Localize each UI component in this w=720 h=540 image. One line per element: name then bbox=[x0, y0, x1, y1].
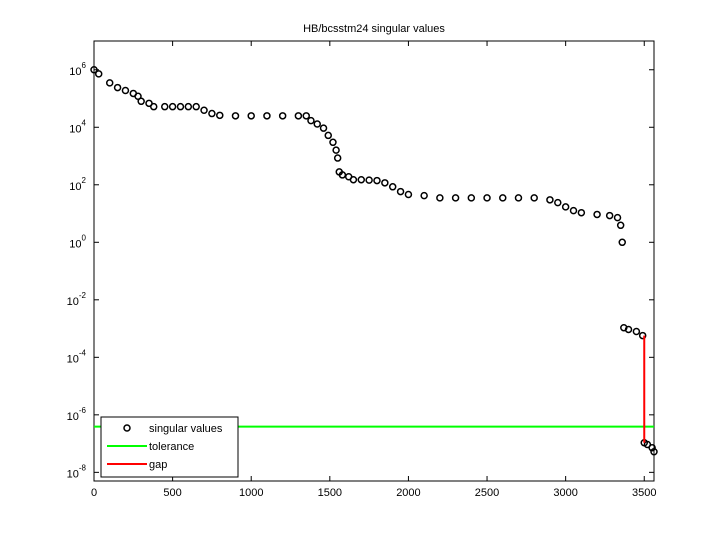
data-point bbox=[113, 83, 122, 92]
data-point bbox=[263, 112, 271, 120]
data-point bbox=[381, 179, 389, 187]
data-point bbox=[319, 124, 328, 132]
data-point bbox=[373, 176, 381, 185]
x-tick-label: 2500 bbox=[475, 487, 499, 499]
legend-label: gap bbox=[149, 459, 167, 471]
data-point bbox=[278, 112, 287, 120]
data-point bbox=[420, 191, 428, 200]
x-tick-label: 1500 bbox=[318, 487, 342, 499]
data-point bbox=[388, 183, 397, 191]
data-point bbox=[624, 325, 633, 334]
data-point bbox=[247, 112, 255, 120]
data-point bbox=[134, 92, 142, 100]
data-point bbox=[436, 194, 444, 202]
data-point bbox=[404, 190, 413, 199]
data-point bbox=[192, 102, 200, 111]
data-point bbox=[145, 99, 153, 108]
data-point bbox=[160, 102, 169, 111]
data-point bbox=[569, 206, 578, 215]
data-point bbox=[231, 112, 240, 120]
x-tick-label: 1000 bbox=[239, 487, 263, 499]
data-point bbox=[467, 194, 476, 202]
data-point bbox=[294, 112, 303, 120]
x-tick-label: 500 bbox=[163, 487, 181, 499]
y-tick-label: 106 bbox=[69, 61, 86, 78]
data-point bbox=[302, 112, 310, 120]
data-point bbox=[613, 213, 622, 222]
data-point bbox=[324, 131, 333, 140]
legend-label: singular values bbox=[149, 423, 223, 435]
x-tick-label: 3000 bbox=[553, 487, 577, 499]
legend-marker bbox=[123, 424, 131, 432]
data-point bbox=[121, 86, 130, 95]
data-point bbox=[451, 194, 460, 202]
x-tick-label: 0 bbox=[91, 487, 97, 499]
data-point bbox=[357, 175, 366, 184]
data-point bbox=[499, 194, 507, 202]
data-point bbox=[313, 120, 321, 128]
x-tick-label: 3500 bbox=[632, 487, 656, 499]
data-point bbox=[618, 238, 626, 247]
data-point bbox=[483, 194, 491, 202]
data-point bbox=[94, 70, 103, 78]
y-tick-label: 10-6 bbox=[67, 406, 87, 423]
data-point bbox=[616, 221, 625, 230]
data-point bbox=[650, 448, 658, 456]
data-point bbox=[514, 194, 523, 202]
data-point bbox=[605, 211, 614, 220]
y-tick-label: 10-8 bbox=[67, 463, 87, 480]
data-point bbox=[329, 138, 337, 147]
data-point bbox=[176, 102, 185, 111]
data-point bbox=[593, 210, 601, 219]
data-point bbox=[307, 116, 315, 125]
y-tick-label: 102 bbox=[69, 176, 86, 193]
data-point bbox=[338, 171, 347, 179]
data-point bbox=[396, 187, 405, 196]
data-point bbox=[200, 106, 208, 115]
x-tick-label: 2000 bbox=[396, 487, 420, 499]
y-tick-label: 10-4 bbox=[67, 348, 87, 365]
data-point bbox=[546, 196, 554, 204]
data-point bbox=[349, 175, 358, 184]
data-point bbox=[105, 79, 114, 87]
data-point bbox=[365, 176, 373, 184]
data-point bbox=[216, 111, 224, 120]
data-point bbox=[184, 102, 193, 111]
data-point bbox=[168, 102, 177, 111]
legend-label: tolerance bbox=[149, 441, 194, 453]
y-tick-label: 10-2 bbox=[67, 291, 87, 308]
data-point bbox=[530, 194, 538, 202]
data-point bbox=[638, 331, 647, 340]
chart-title: HB/bcsstm24 singular values bbox=[303, 23, 445, 35]
data-point bbox=[332, 146, 340, 154]
data-point bbox=[137, 97, 145, 106]
data-point bbox=[554, 198, 562, 207]
plot-frame bbox=[93, 40, 655, 482]
data-point bbox=[333, 154, 342, 162]
data-point bbox=[561, 203, 570, 211]
data-point bbox=[648, 443, 656, 452]
data-point bbox=[577, 208, 586, 217]
y-tick-label: 104 bbox=[69, 118, 86, 135]
data-point bbox=[208, 109, 216, 118]
y-tick-label: 100 bbox=[69, 233, 86, 250]
data-point bbox=[90, 66, 98, 74]
data-point bbox=[632, 327, 641, 336]
data-point bbox=[149, 102, 158, 111]
